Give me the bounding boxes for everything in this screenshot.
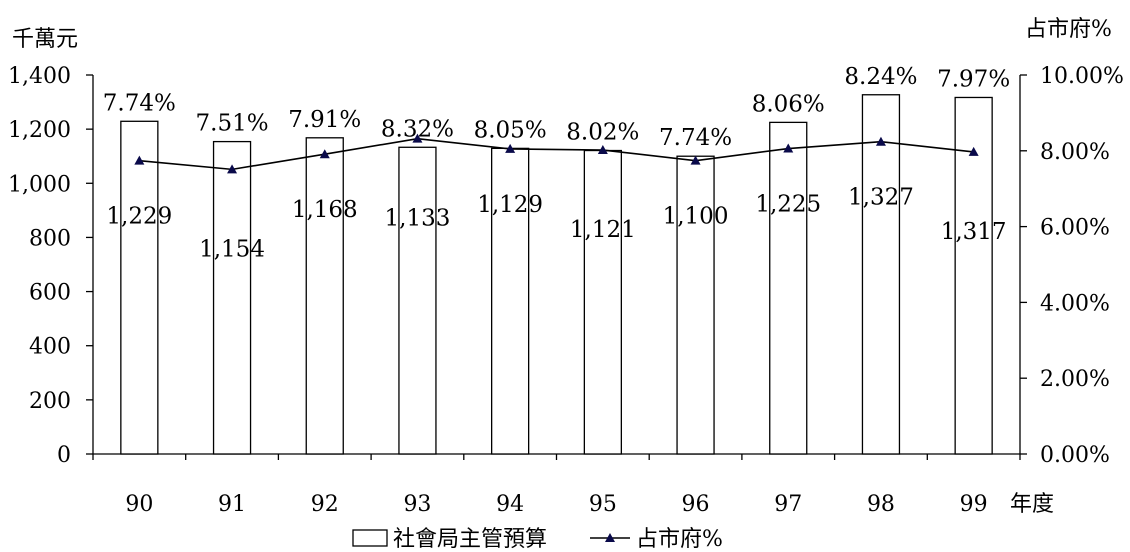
left-tick-label: 200 (29, 389, 71, 414)
percentage-label: 7.91% (288, 107, 361, 133)
bar (861, 94, 901, 455)
bar-value-label: 1,133 (385, 206, 451, 232)
left-axis-unit: 千萬元 (12, 27, 78, 52)
bar-value-label: 1,327 (848, 185, 914, 211)
bar (769, 121, 808, 455)
line-marker (412, 133, 423, 143)
left-tick-label: 400 (29, 335, 71, 360)
line-marker (319, 149, 330, 159)
bar (583, 149, 622, 455)
bar-value-label: 1,121 (570, 217, 636, 243)
data-labels: 7.74% 7.51% 7.91% 8.32% 8.05% 8.02% 7.74% 8.06%… (103, 64, 1010, 263)
bar-value-label: 1,229 (106, 204, 172, 230)
left-tick-label: 1,200 (8, 118, 71, 143)
bar (954, 96, 993, 455)
bar-value-label: 1,129 (477, 192, 543, 218)
left-tick-label: 0 (57, 443, 71, 468)
line-marker (134, 155, 145, 165)
bar-value-label: 1,100 (663, 204, 729, 230)
line-marker (783, 143, 794, 153)
percentage-line (139, 137, 974, 171)
right-tick-label: 10.00% (1040, 64, 1124, 89)
legend: 社會局主管預算 占市府% (352, 527, 723, 552)
bar-series (120, 94, 993, 455)
line-marker (597, 145, 608, 155)
left-tick-label: 600 (29, 281, 71, 306)
x-tick-label: 92 (311, 492, 339, 517)
x-tick-label: 94 (496, 492, 524, 517)
percentage-label: 7.74% (103, 90, 176, 116)
axes: 0 200 400 600 800 1,000 1,200 1,400 0.00% 2.00% 4.… (8, 64, 1124, 517)
line-series (134, 133, 979, 174)
left-tick-label: 1,400 (8, 64, 71, 89)
bar-value-label: 1,168 (292, 197, 358, 223)
right-tick-label: 4.00% (1040, 291, 1110, 316)
bar (212, 140, 252, 455)
bar-value-label: 1,225 (755, 192, 821, 218)
percentage-label: 8.02% (566, 120, 639, 146)
x-tick-label: 90 (125, 492, 153, 517)
bar (676, 155, 715, 455)
line-marker (227, 164, 238, 174)
legend-marker-icon (605, 533, 615, 542)
bar (120, 120, 159, 455)
x-tick-label: 96 (682, 492, 710, 517)
legend-line-label: 占市府% (636, 527, 723, 552)
left-tick-label: 1,000 (8, 172, 71, 197)
percentage-label: 7.97% (937, 66, 1010, 92)
x-tick-label: 91 (218, 492, 246, 517)
left-tick-label: 800 (29, 226, 71, 251)
right-tick-label: 0.00% (1040, 443, 1110, 468)
x-tick-label: 97 (774, 492, 802, 517)
percentage-label: 8.06% (752, 91, 825, 117)
x-tick-label: 93 (403, 492, 431, 517)
percentage-label: 8.05% (474, 117, 547, 143)
percentage-label: 8.32% (381, 116, 454, 142)
bar (490, 147, 530, 455)
bar-value-label: 1,154 (199, 236, 265, 262)
right-tick-label: 6.00% (1040, 216, 1110, 241)
bar (305, 137, 344, 455)
x-tick-label: 99 (960, 492, 988, 517)
right-tick-label: 8.00% (1040, 140, 1110, 165)
legend-bar-swatch (352, 529, 388, 547)
percentage-label: 7.51% (196, 111, 269, 137)
line-marker (968, 146, 979, 156)
percentage-label: 7.74% (659, 125, 732, 151)
right-axis-unit: 占市府% (1025, 17, 1112, 42)
x-axis-unit: 年度 (1010, 492, 1054, 517)
right-tick-label: 2.00% (1040, 367, 1110, 392)
bar (398, 146, 437, 455)
percentage-label: 8.24% (844, 64, 917, 90)
legend-bar-label: 社會局主管預算 (393, 527, 547, 552)
x-tick-label: 95 (589, 492, 617, 517)
line-marker (690, 155, 701, 165)
line-marker (875, 136, 886, 146)
x-tick-label: 98 (867, 492, 895, 517)
line-marker (505, 143, 516, 153)
bar-value-label: 1,317 (941, 219, 1007, 245)
